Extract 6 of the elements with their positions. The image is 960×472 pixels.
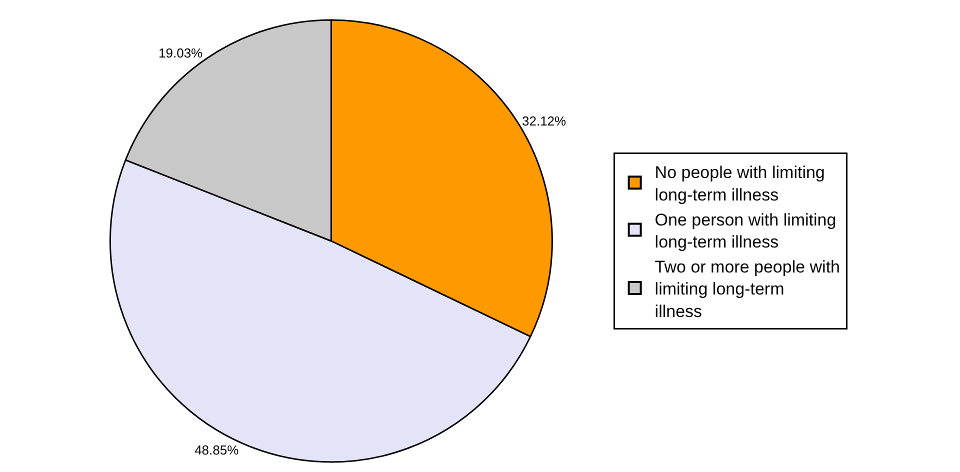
- legend-label: No people with limiting long-term illness: [654, 163, 825, 204]
- legend-label: One person with limiting long-term illness: [654, 210, 836, 252]
- data-label: 48.85%: [194, 442, 240, 458]
- data-label: 32.12%: [522, 114, 567, 129]
- legend-label: Two or more people with limiting long-term illness: [654, 258, 840, 321]
- data-label: 19.03%: [158, 46, 204, 61]
